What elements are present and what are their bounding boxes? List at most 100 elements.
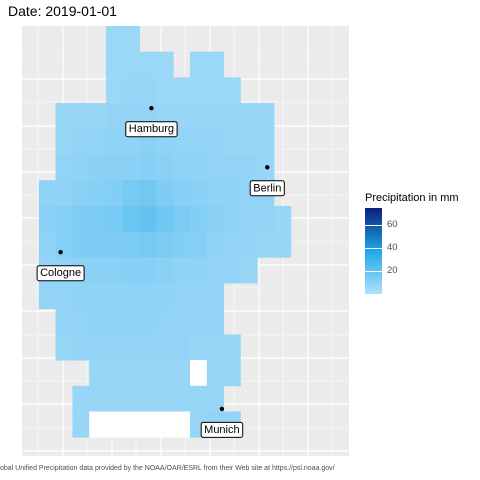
precipitation-cell [206,283,224,310]
precipitation-cell [122,77,140,104]
precipitation-cell [89,257,107,284]
legend-tick-mark [365,271,382,273]
precipitation-cell [139,205,157,232]
precipitation-cell [139,257,157,284]
precipitation-cell [190,308,208,335]
precipitation-cell [106,334,124,361]
precipitation-cell [72,334,90,361]
city-label-berlin: Berlin [249,180,285,197]
legend-tick-mark [365,248,382,250]
precipitation-cell [274,231,292,258]
precipitation-cell [206,308,224,335]
precipitation-cell [106,205,124,232]
precipitation-cell [72,154,90,181]
precipitation-cell [89,308,107,335]
precipitation-map: Hamburg Berlin Cologne Munich [22,26,349,456]
precipitation-cell [122,334,140,361]
precipitation-cell [106,128,124,155]
legend-tick-label: 20 [387,265,398,277]
precipitation-cell [173,360,191,387]
precipitation-cell [190,334,208,361]
precipitation-cell [190,205,208,232]
precipitation-cell [156,283,174,310]
precipitation-cell [72,385,90,412]
precipitation-cell [89,385,107,412]
precipitation-cell [223,180,241,207]
city-label-cologne: Cologne [36,265,85,282]
precipitation-cell [89,180,107,207]
precipitation-cell [139,231,157,258]
precipitation-cell [122,231,140,258]
precipitation-cell [206,51,224,78]
precipitation-cell [257,205,275,232]
precipitation-cell [173,77,191,104]
precipitation-cell [72,411,90,438]
precipitation-cell [72,180,90,207]
precipitation-cell [190,231,208,258]
missing-data-cell [173,411,191,438]
precipitation-cell [106,257,124,284]
precipitation-cell [173,385,191,412]
precipitation-cell [72,103,90,130]
precipitation-cell [122,385,140,412]
precipitation-cell [122,180,140,207]
precipitation-cell [55,334,73,361]
precipitation-cell [89,154,107,181]
precipitation-cell [139,180,157,207]
precipitation-cell [89,360,107,387]
precipitation-cell [156,334,174,361]
city-point-munich [219,406,225,412]
precipitation-cell [156,180,174,207]
city-label-box [200,421,244,438]
legend-tick-label: 60 [387,219,398,231]
precipitation-cell [206,334,224,361]
precipitation-cell [72,205,90,232]
precipitation-cell [240,154,258,181]
precipitation-cell [139,154,157,181]
missing-data-cell [89,411,107,438]
precipitation-cell [89,205,107,232]
precipitation-cell [206,180,224,207]
precipitation-cell [206,77,224,104]
precipitation-cell [122,257,140,284]
city-label-text: Berlin [253,182,281,194]
legend-colorbar [365,208,382,294]
precipitation-cell [139,51,157,78]
city-label-hamburg: Hamburg [125,121,178,138]
city-label-text: Hamburg [129,123,174,135]
missing-data-cell [190,360,208,387]
precipitation-cell [122,360,140,387]
precipitation-cell [55,231,73,258]
precipitation-cell [89,334,107,361]
precipitation-cell [257,103,275,130]
precipitation-cell [106,360,124,387]
precipitation-cell [223,257,241,284]
precipitation-cell [223,334,241,361]
precipitation-cell [139,334,157,361]
precipitation-cell [55,103,73,130]
precipitation-cell [156,360,174,387]
precipitation-cell [72,128,90,155]
precipitation-cell [240,128,258,155]
precipitation-cell [206,385,224,412]
precipitation-cell [223,128,241,155]
precipitation-cell [206,360,224,387]
precipitation-cell [156,154,174,181]
precipitation-cell [72,231,90,258]
precipitation-cell [240,205,258,232]
missing-data-cell [106,411,124,438]
missing-data-cell [122,411,140,438]
precipitation-cell [190,283,208,310]
precipitation-cell [122,26,140,53]
precipitation-cell [257,128,275,155]
precipitation-cell [240,257,258,284]
precipitation-map-panel: Hamburg Berlin Cologne Munich [22,26,349,461]
precipitation-cell [240,231,258,258]
precipitation-cell [122,308,140,335]
precipitation-cell [122,51,140,78]
precipitation-cell [106,385,124,412]
precipitation-cell [173,205,191,232]
precipitation-cell [106,51,124,78]
precipitation-cell [55,308,73,335]
city-label-box [249,180,285,197]
